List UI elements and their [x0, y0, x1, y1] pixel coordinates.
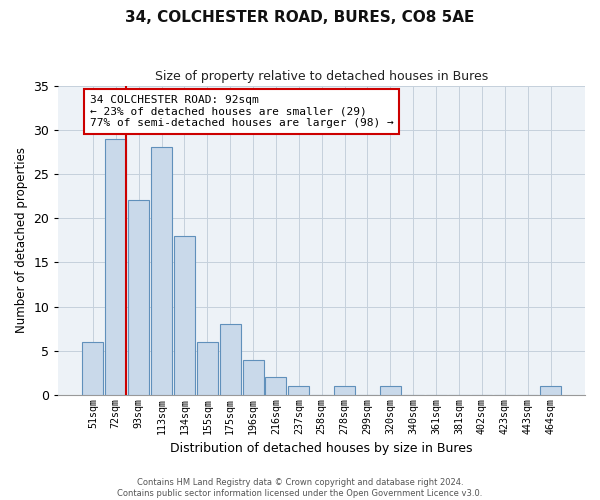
Bar — [380, 386, 401, 395]
X-axis label: Distribution of detached houses by size in Bures: Distribution of detached houses by size … — [170, 442, 473, 455]
Bar — [151, 148, 172, 395]
Bar — [174, 236, 195, 395]
Bar — [265, 377, 286, 395]
Bar — [82, 342, 103, 395]
Text: Contains HM Land Registry data © Crown copyright and database right 2024.
Contai: Contains HM Land Registry data © Crown c… — [118, 478, 482, 498]
Bar — [197, 342, 218, 395]
Title: Size of property relative to detached houses in Bures: Size of property relative to detached ho… — [155, 70, 488, 83]
Bar — [334, 386, 355, 395]
Bar — [105, 138, 127, 395]
Text: 34 COLCHESTER ROAD: 92sqm
← 23% of detached houses are smaller (29)
77% of semi-: 34 COLCHESTER ROAD: 92sqm ← 23% of detac… — [90, 95, 394, 128]
Bar — [242, 360, 263, 395]
Text: 34, COLCHESTER ROAD, BURES, CO8 5AE: 34, COLCHESTER ROAD, BURES, CO8 5AE — [125, 10, 475, 25]
Bar — [289, 386, 310, 395]
Bar — [220, 324, 241, 395]
Y-axis label: Number of detached properties: Number of detached properties — [15, 147, 28, 333]
Bar — [128, 200, 149, 395]
Bar — [540, 386, 561, 395]
